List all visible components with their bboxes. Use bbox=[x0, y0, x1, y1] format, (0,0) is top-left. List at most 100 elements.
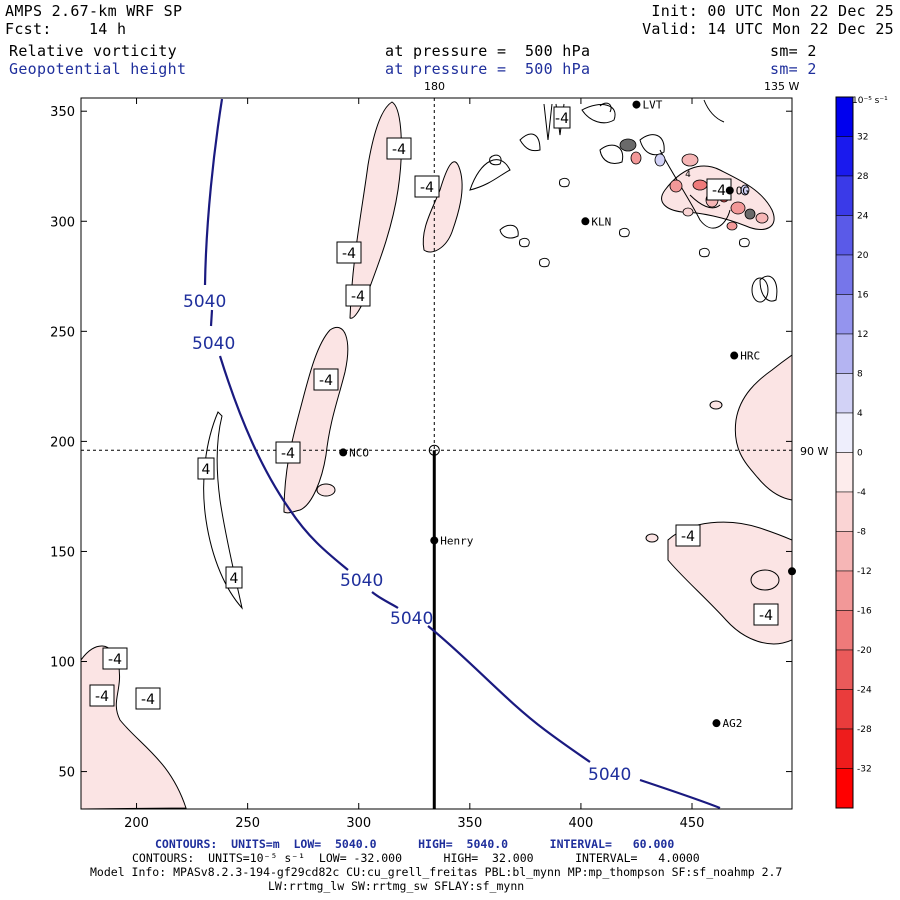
lon-label-90w: 90 W bbox=[800, 445, 828, 458]
init-time: Init: 00 UTC Mon 22 Dec 25 bbox=[651, 2, 894, 20]
vorticity-region-east-hrc bbox=[734, 354, 792, 501]
colorbar-label: 16 bbox=[857, 291, 869, 301]
vorticity-label: 4 bbox=[197, 457, 215, 480]
station-marker bbox=[788, 567, 796, 576]
colorbar-unit: 10⁻⁵ s⁻¹ bbox=[852, 96, 888, 106]
colorbar-cell bbox=[835, 136, 854, 177]
station-marker bbox=[339, 448, 348, 457]
colorbar-cell bbox=[835, 412, 854, 453]
vorticity-label: -4 bbox=[275, 441, 301, 464]
height-label: 5040 bbox=[183, 292, 226, 312]
station-label: KLN bbox=[591, 215, 611, 228]
colorbar-cell bbox=[835, 373, 854, 414]
colorbar-label: -32 bbox=[857, 765, 872, 775]
svg-text:-4: -4 bbox=[351, 289, 365, 305]
colorbar-cell bbox=[835, 610, 854, 651]
vorticity-label: -4 bbox=[135, 687, 161, 710]
station-label: NCO bbox=[349, 446, 369, 459]
svg-text:-4: -4 bbox=[681, 529, 695, 545]
vorticity-region-south-west bbox=[81, 645, 187, 809]
vorticity-field bbox=[81, 101, 792, 809]
coastline bbox=[703, 99, 725, 123]
vorticity-label: -4 bbox=[386, 137, 412, 160]
vorticity-label: -4 bbox=[336, 241, 362, 264]
footer-height-contours: CONTOURS: UNITS=m LOW= 5040.0 HIGH= 5040… bbox=[155, 837, 675, 851]
height-contour-labels: 5040 5040 5040 5040 5040 bbox=[183, 292, 631, 785]
colorbar-label: 0 bbox=[857, 449, 863, 459]
height-label: 5040 bbox=[588, 765, 631, 785]
colorbar-label: -24 bbox=[857, 686, 872, 696]
svg-text:-4: -4 bbox=[108, 652, 122, 668]
noisy-contours-north bbox=[469, 102, 778, 302]
colorbar-cell bbox=[835, 531, 854, 572]
lon-label-180: 180 bbox=[424, 80, 445, 93]
x-tick-label: 250 bbox=[235, 816, 260, 831]
vorticity-region-central-north bbox=[422, 161, 463, 253]
svg-text:4: 4 bbox=[202, 462, 211, 478]
field2-sm: sm= 2 bbox=[770, 60, 817, 78]
vorticity-label: -4 bbox=[313, 368, 339, 391]
footer-model-info: Model Info: MPASv8.2.3-194-gf29cd82c CU:… bbox=[90, 865, 783, 879]
colorbar-label: 4 bbox=[857, 409, 863, 419]
colorbar: 10⁻⁵ s⁻¹ 32 28 24 20 16 12 8 4 0 -4 -8 -12 -16 -20 -24… bbox=[835, 96, 888, 809]
colorbar-cell bbox=[835, 333, 854, 374]
positive-vorticity-contour bbox=[203, 411, 243, 610]
vorticity-label: -4 bbox=[675, 524, 701, 547]
colorbar-cell bbox=[835, 452, 854, 493]
vorticity-blob bbox=[750, 569, 780, 591]
station-label: AG2 bbox=[722, 717, 742, 730]
stations: NCO Henry KLN HRC AG2 LVT OG bbox=[339, 99, 796, 730]
colorbar-cell bbox=[835, 768, 854, 809]
height-label: 5040 bbox=[340, 571, 383, 591]
colorbar-label: 20 bbox=[857, 251, 869, 261]
y-tick-label: 100 bbox=[50, 656, 75, 671]
colorbar-cell bbox=[835, 649, 854, 690]
svg-text:4: 4 bbox=[685, 170, 691, 180]
vorticity-blob bbox=[709, 400, 723, 410]
colorbar-label: -12 bbox=[857, 567, 872, 577]
svg-text:-4: -4 bbox=[319, 373, 333, 389]
colorbar-frame bbox=[835, 96, 854, 809]
vorticity-label: -4 bbox=[102, 647, 128, 670]
colorbar-label: -4 bbox=[857, 488, 866, 498]
x-tick-label: 400 bbox=[569, 816, 594, 831]
vorticity-labels: -4 -4 -4 -4 -4 -4 -4 -4 -4 -4 -4 -4 -4 4… bbox=[89, 106, 779, 710]
svg-text:-4: -4 bbox=[95, 689, 109, 705]
y-tick-label: 150 bbox=[50, 545, 75, 560]
vorticity-label: -4 bbox=[89, 684, 115, 707]
x-tick-label: 450 bbox=[680, 816, 705, 831]
vorticity-label: 4 bbox=[225, 566, 243, 589]
vorticity-region-long-tongue bbox=[283, 327, 349, 514]
colorbar-label: 12 bbox=[857, 330, 868, 340]
station-label: LVT bbox=[642, 99, 662, 112]
colorbar-label: 24 bbox=[857, 212, 869, 222]
footer-physics: LW:rrtmg_lw SW:rrtmg_sw SFLAY:sf_mynn bbox=[268, 879, 525, 893]
plot-frame bbox=[80, 97, 793, 810]
svg-text:-4: -4 bbox=[712, 183, 726, 199]
station-marker bbox=[632, 100, 641, 109]
y-tick-label: 350 bbox=[50, 105, 75, 120]
field1-name: Relative vorticity bbox=[9, 42, 177, 60]
y-tick-label: 200 bbox=[50, 435, 75, 450]
height-contour-5040 bbox=[203, 98, 721, 810]
vorticity-blob bbox=[316, 483, 336, 497]
station-marker bbox=[581, 217, 590, 226]
vorticity-blob bbox=[645, 533, 659, 543]
station-marker bbox=[725, 186, 734, 195]
forecast-hour: Fcst: 14 h bbox=[5, 20, 127, 38]
colorbar-label: -20 bbox=[857, 646, 872, 656]
footer-vorticity-contours: CONTOURS: UNITS=10⁻⁵ s⁻¹ LOW= -32.000 HI… bbox=[132, 851, 700, 865]
svg-text:-4: -4 bbox=[759, 608, 773, 624]
svg-text:-4: -4 bbox=[555, 111, 569, 127]
height-label: 5040 bbox=[390, 609, 433, 629]
y-tick-label: 50 bbox=[58, 766, 75, 781]
field1-sm: sm= 2 bbox=[770, 42, 817, 60]
colorbar-cell bbox=[835, 689, 854, 730]
colorbar-cell bbox=[835, 294, 854, 335]
station-marker bbox=[730, 351, 739, 360]
vorticity-label: -4 bbox=[753, 603, 779, 626]
svg-text:-4: -4 bbox=[420, 180, 434, 196]
x-tick-label: 300 bbox=[346, 816, 371, 831]
field2-name: Geopotential height bbox=[9, 60, 187, 78]
